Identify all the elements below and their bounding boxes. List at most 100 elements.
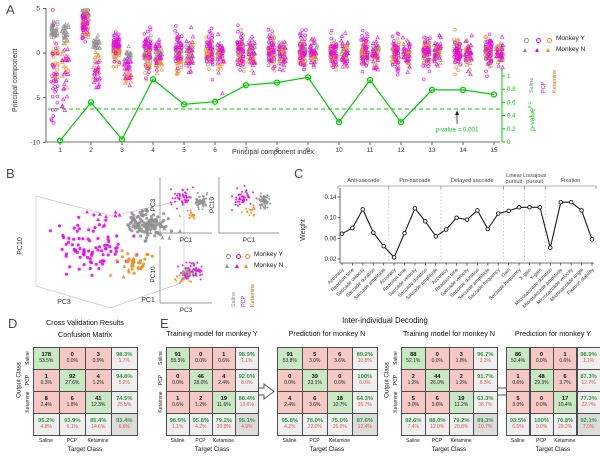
confusion-cell-d-0-0: 178 53.5%: [33, 347, 60, 370]
confusion-cell-e1-1-2: 4 2.4%: [212, 369, 236, 392]
panel-label-c: C: [294, 166, 304, 181]
confusion-cell-e4-3-1: 100% 0.0%: [529, 413, 554, 436]
svg-text:PC1: PC1: [141, 297, 155, 304]
svg-text:11: 11: [367, 147, 374, 154]
svg-text:13: 13: [428, 147, 436, 154]
svg-text:Pro-saccade: Pro-saccade: [399, 178, 430, 184]
panel-a-xlabel: Principal component index: [231, 149, 315, 156]
confusion-cell-e4-1-2: 6 3.7%: [553, 369, 578, 392]
confusion-cell-e3-0-1: 0 0.0%: [425, 347, 450, 370]
svg-text:-10: -10: [31, 140, 41, 147]
panel-label-e: E: [160, 316, 169, 331]
svg-text:15: 15: [490, 147, 498, 154]
target-class-tick-label: Saline: [510, 437, 525, 444]
confusion-cell-e3-3-1: 88.0% 12.0%: [425, 413, 450, 436]
svg-text:0.4: 0.4: [507, 113, 516, 120]
confusion-cell-e2-2-1: 6 3.6%: [302, 391, 328, 414]
confusion-cell-e4-1-3: 87.3% 12.7%: [576, 369, 600, 392]
svg-text:3: 3: [120, 147, 124, 154]
panel-d-title: Cross Validation Results: [46, 318, 124, 327]
panel-a-tick-labels: 50-5-101 2 3 4 5 6 7 8 9 10 11 12 13 14 15: [31, 6, 498, 154]
ketamine-circle-marker-icon: [245, 253, 250, 259]
target-class-tick-label: Ketamine: [554, 437, 576, 444]
svg-text:PC3: PC3: [57, 299, 71, 306]
matrix-title-training-n: Training model for monkey N: [402, 329, 495, 338]
panel-c-axes: [337, 188, 594, 266]
target-class-tick-label: Ketamine: [328, 437, 351, 444]
target-class-tick-label: Saline: [39, 437, 53, 444]
target-class-axis-label: Target Class: [194, 445, 230, 453]
confusion-cell-e1-0-3: 98.9% 1.1%: [235, 347, 259, 370]
target-class-axis-label: Target Class: [309, 445, 345, 453]
panel-b-plot: PC10 PC3 PC1 PC3 PC1 PC10 PC1 PC10 PC3: [17, 177, 279, 314]
output-class-tick-label: PCP: [392, 374, 399, 386]
confusion-cell-e3-2-1: 6 3.6%: [425, 391, 450, 414]
svg-text:5: 5: [182, 147, 186, 154]
svg-text:4: 4: [151, 147, 155, 154]
svg-text:Fixation: Fixation: [561, 178, 581, 184]
panel-c-group-separators: [388, 189, 546, 263]
confusion-cell-e4-1-0: 1 0.6%: [506, 369, 531, 392]
legend-label-saline: Saline: [529, 77, 535, 93]
legend-label-monkey-n: Monkey N: [254, 261, 284, 269]
confusion-cell-e4-0-2: 1 0.6%: [553, 347, 578, 370]
svg-text:0.10: 0.10: [324, 215, 337, 222]
panel-c-plot: 0.02 0.06 0.10 0.14 Weight Anti-saccade Pro-sa…: [300, 173, 597, 310]
svg-text:12: 12: [397, 147, 405, 154]
confusion-cell-e1-2-2: 19 11.6%: [212, 391, 236, 414]
target-class-tick-label: Ketamine: [87, 437, 109, 444]
svg-text:5: 5: [36, 6, 40, 13]
confusion-cell-e2-2-2: 18 10.7%: [327, 391, 353, 414]
panel-label-a: A: [6, 2, 15, 17]
svg-text:PC1: PC1: [180, 237, 193, 244]
svg-text:0.2: 0.2: [507, 126, 516, 133]
panel-c-weight-line: [339, 199, 595, 260]
legend-label-ketamine: Ketamine: [552, 69, 558, 93]
output-class-tick-label: Saline: [392, 351, 399, 365]
legend-label-monkey-y: Monkey Y: [556, 34, 585, 42]
matrix-title-prediction-y: Prediction for monkey Y: [514, 329, 592, 338]
panel-c-group-labels: Anti-saccade Pro-saccade Delayed saccade Li…: [347, 173, 580, 185]
legend-label-saline: Saline: [231, 291, 237, 307]
svg-text:Weight: Weight: [300, 219, 307, 241]
confusion-cell-e2-0-2: 6 3.6%: [327, 347, 353, 370]
confusion-cell-e1-3-3: 95.1% 4.9%: [235, 413, 259, 436]
target-class-tick-label: Saline: [282, 437, 297, 444]
confusion-cell-d-1-3: 94.8% 5.2%: [111, 369, 138, 392]
svg-text:0: 0: [507, 139, 511, 146]
target-class-axis-label: Target Class: [535, 445, 571, 453]
panel-a-pvalue-line: 0 0.2 0.4 0.6 0.8 1 p-value = 0.001: [48, 69, 516, 146]
confusion-cell-e2-2-0: 4 2.4%: [277, 391, 303, 414]
svg-text:Linear: Linear: [506, 173, 522, 179]
confusion-cell-e1-2-3: 86.4% 13.6%: [235, 391, 259, 414]
confusion-cell-e3-2-0: 5 3.0%: [401, 391, 426, 414]
confusion-cell-e2-0-1: 5 3.0%: [302, 347, 328, 370]
output-class-tick-label: Ketamine: [392, 391, 399, 413]
pcp-circle-marker-icon: [235, 253, 241, 259]
svg-text:14: 14: [459, 147, 467, 154]
confusion-cell-d-1-2: 4 1.2%: [85, 369, 112, 392]
confusion-cell-e4-2-2: 17 10.4%: [553, 391, 578, 414]
output-class-tick-label: Saline: [24, 351, 31, 365]
confusion-cell-e3-2-3: 63.3% 36.7%: [473, 391, 498, 414]
pcp-triangle-marker-icon: [234, 263, 239, 268]
target-class-tick-label: PCP: [195, 437, 206, 444]
saline-triangle-marker-icon: [225, 263, 230, 268]
confusion-cell-d-3-2: 85.4% 14.6%: [85, 413, 112, 436]
confusion-cell-e1-0-1: 0 0.0%: [189, 347, 213, 370]
svg-text:1: 1: [507, 73, 511, 80]
target-class-axis-label: Target Class: [67, 445, 103, 453]
confusion-cell-e2-1-3: 100% 0.0%: [352, 369, 378, 392]
target-class-tick-label: Ketamine: [450, 437, 472, 444]
ketamine-triangle-marker-icon: [244, 263, 249, 268]
legend-label-monkey-y: Monkey Y: [254, 250, 283, 258]
confusion-cell-e4-2-0: 5 3.0%: [506, 391, 531, 414]
target-class-tick-label: Saline: [406, 437, 420, 444]
matrix-title-prediction-n: Prediction for monkey N: [288, 329, 366, 338]
panel-d-subtitle: Confusion Matrix: [58, 330, 112, 339]
panel-a-scatter-points: [49, 8, 506, 125]
svg-text:Delayed saccade: Delayed saccade: [451, 178, 494, 184]
confusion-cell-d-2-1: 6 1.8%: [59, 391, 86, 414]
confusion-cell-e2-1-1: 39 23.1%: [302, 369, 328, 392]
